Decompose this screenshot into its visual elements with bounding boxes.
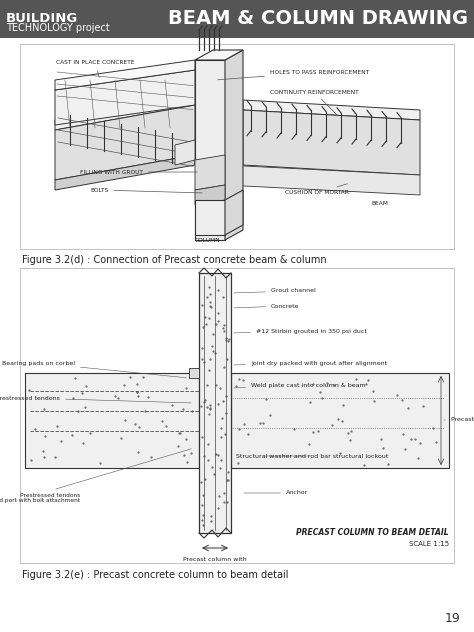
Text: CUSHION OF MORTAR: CUSHION OF MORTAR: [285, 184, 349, 195]
Polygon shape: [195, 185, 225, 205]
Text: COLUMN: COLUMN: [194, 238, 220, 243]
Polygon shape: [225, 190, 243, 235]
Text: Concrete: Concrete: [234, 303, 300, 308]
Polygon shape: [55, 155, 195, 190]
Text: Weld plate cast into column & beam: Weld plate cast into column & beam: [234, 384, 365, 389]
Bar: [195, 200, 225, 235]
Text: CONTINUITY REINFORCEMENT: CONTINUITY REINFORCEMENT: [270, 90, 359, 116]
Text: BEAM & COLUMN DRAWING: BEAM & COLUMN DRAWING: [168, 9, 468, 28]
Text: Bearing pads on corbel: Bearing pads on corbel: [2, 360, 186, 378]
Text: PRECAST COLUMN TO BEAM DETAIL: PRECAST COLUMN TO BEAM DETAIL: [296, 528, 449, 537]
Bar: [25, 373, 199, 468]
Polygon shape: [175, 140, 195, 165]
Text: Structural washer and rod bar structural lockout: Structural washer and rod bar structural…: [236, 454, 388, 458]
Text: SCALE 1:15: SCALE 1:15: [409, 541, 449, 547]
Polygon shape: [55, 60, 195, 90]
Bar: [20, 268, 454, 563]
Text: BOLTS: BOLTS: [90, 188, 202, 193]
Text: Joint dry packed with grout after alignment: Joint dry packed with grout after alignm…: [234, 360, 387, 365]
Bar: [231, 373, 449, 468]
Text: Precast column with: Precast column with: [183, 557, 247, 562]
Text: Grout channel: Grout channel: [234, 288, 316, 293]
Polygon shape: [55, 95, 195, 130]
Polygon shape: [55, 70, 195, 125]
Polygon shape: [195, 155, 225, 190]
Bar: [199, 273, 231, 533]
Text: Prestressed tendons: Prestressed tendons: [0, 396, 191, 403]
Text: HOLES TO PASS REINFORCEMENT: HOLES TO PASS REINFORCEMENT: [218, 70, 369, 80]
Polygon shape: [243, 110, 420, 175]
Text: Figure 3.2(d) : Connection of Precast concrete beam & column: Figure 3.2(d) : Connection of Precast co…: [22, 255, 327, 265]
Text: Prestressed tendons
Embedded port with bolt attachment: Prestressed tendons Embedded port with b…: [0, 449, 191, 504]
Bar: [189, 368, 199, 378]
Polygon shape: [225, 165, 420, 195]
Text: BUILDING: BUILDING: [6, 12, 78, 25]
Polygon shape: [55, 105, 195, 180]
Text: 19: 19: [444, 612, 460, 625]
Bar: [20, 44, 454, 249]
Bar: [195, 60, 225, 240]
Text: #12 Stirbin grouted in 350 psi duct: #12 Stirbin grouted in 350 psi duct: [234, 329, 367, 334]
Bar: [0, 0, 474, 38]
Polygon shape: [243, 100, 420, 120]
Text: TECHNOLOGY project: TECHNOLOGY project: [6, 23, 110, 33]
Text: Precast beam depth: Precast beam depth: [444, 418, 474, 423]
Text: CAST IN PLACE CONCRETE: CAST IN PLACE CONCRETE: [56, 61, 135, 77]
Polygon shape: [195, 50, 243, 60]
Text: BEAM: BEAM: [372, 201, 388, 206]
Text: Figure 3.2(e) : Precast concrete column to beam detail: Figure 3.2(e) : Precast concrete column …: [22, 570, 289, 580]
Text: Anchor: Anchor: [244, 490, 308, 495]
Text: FILLING WITH GROUT: FILLING WITH GROUT: [80, 169, 197, 174]
Polygon shape: [225, 50, 243, 240]
